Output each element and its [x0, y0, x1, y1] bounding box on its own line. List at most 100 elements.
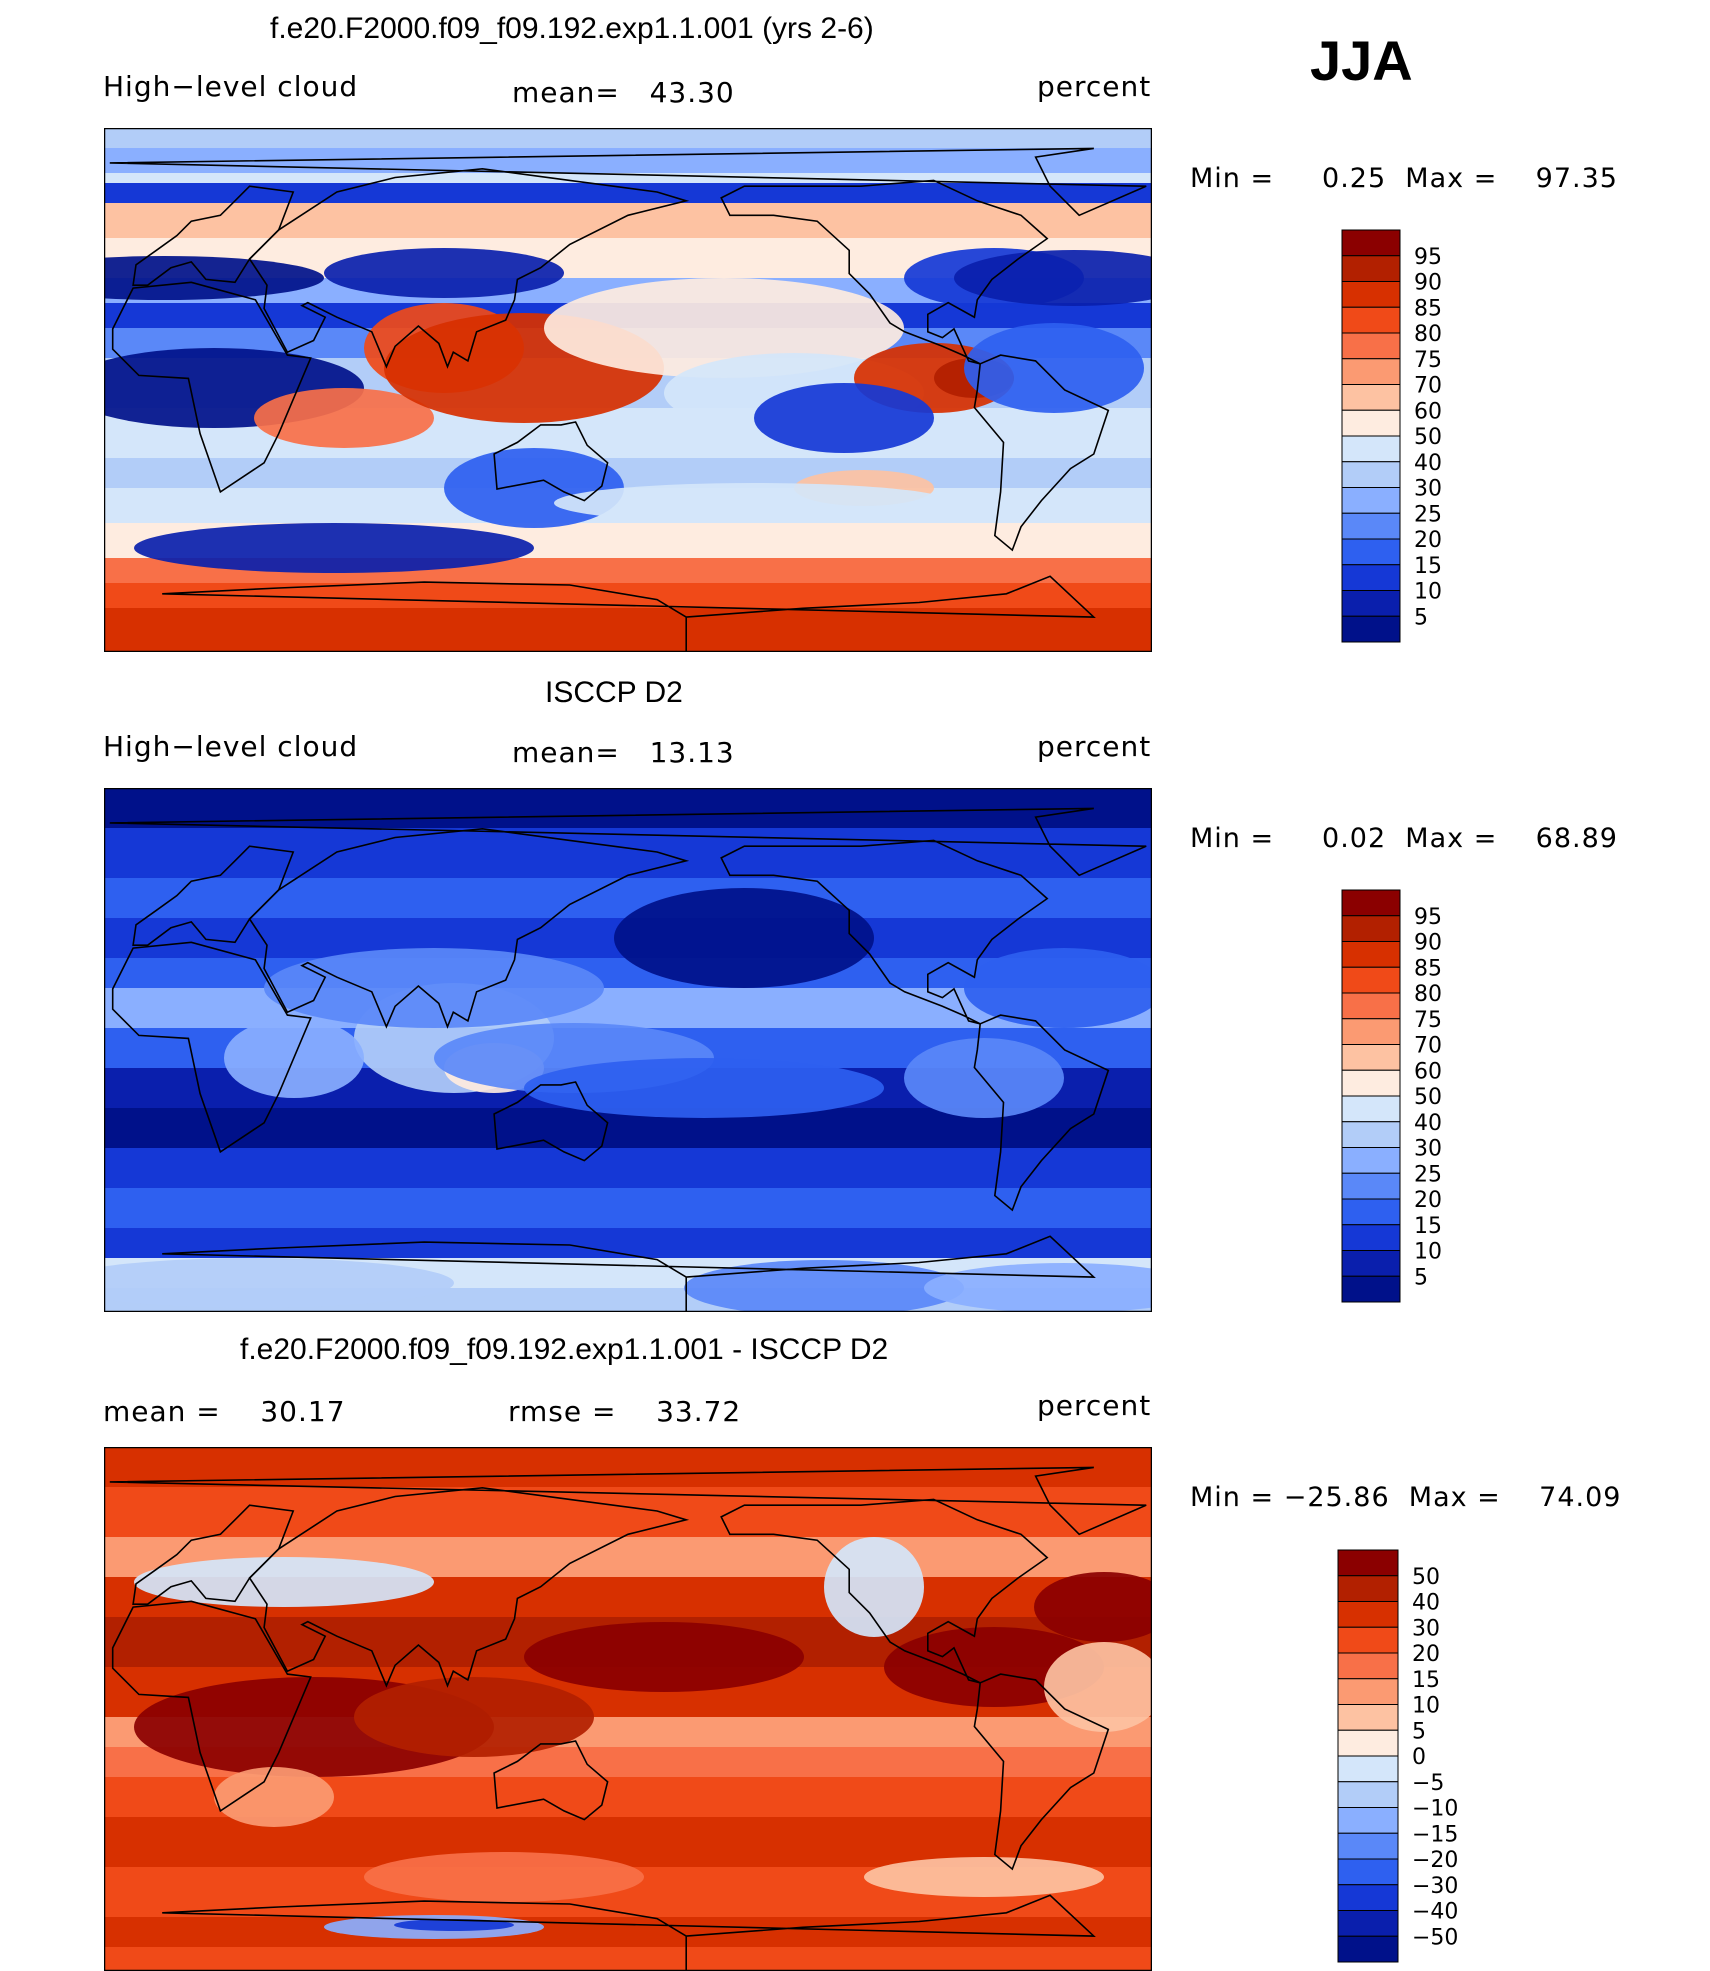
coastline-7 — [162, 1235, 1096, 1312]
coastline-1 — [132, 1504, 295, 1605]
lat-band-0 — [104, 1447, 1152, 1487]
colorbar-swatch-8 — [1337, 1755, 1399, 1783]
map-frame — [104, 788, 1152, 1312]
coastline-0 — [111, 281, 312, 494]
lat-band-2 — [104, 878, 1152, 918]
colorbar-swatch-13 — [1337, 1884, 1399, 1911]
colorbar-swatch-9 — [1341, 1121, 1401, 1148]
colorbar-swatch-0 — [1341, 889, 1401, 917]
panel-2-units: percent — [1037, 730, 1152, 763]
panel-2-min-max: Min = 0.02 Max = 68.89 — [1190, 823, 1618, 854]
coastline-3 — [493, 1740, 609, 1821]
coastlines — [109, 1466, 1147, 1971]
colorbar-swatch-12 — [1341, 1198, 1401, 1226]
season-label: JJA — [1310, 29, 1413, 92]
coastline-5 — [973, 1014, 1110, 1212]
map-frame — [104, 128, 1152, 652]
colorbar-swatch-10 — [1337, 1807, 1399, 1834]
field-blob-5 — [134, 1557, 434, 1607]
colorbar-swatch-12 — [1337, 1858, 1399, 1886]
colorbar-swatch-0 — [1341, 229, 1401, 257]
field-blob-13 — [964, 323, 1144, 413]
colorbar-label-7: 0 — [1412, 1745, 1426, 1770]
panel-3-map — [104, 1447, 1152, 1971]
colorbar-swatch-10 — [1341, 1147, 1401, 1174]
coastline-4 — [720, 1498, 1049, 1684]
colorbar-swatch-7 — [1341, 409, 1401, 437]
colorbar-label-10: 25 — [1414, 502, 1442, 527]
field-blob-3 — [954, 250, 1152, 306]
coastline-5 — [973, 354, 1110, 552]
colorbar-label-4: 75 — [1414, 348, 1442, 373]
colorbar-label-12: 15 — [1414, 1214, 1442, 1239]
colorbar-swatch-4 — [1341, 992, 1401, 1020]
coastline-6 — [109, 147, 1147, 217]
field-blob-10 — [394, 1919, 514, 1931]
panel-3-title: f.e20.F2000.f09_f09.192.exp1.1.001 - ISC… — [240, 1333, 889, 1366]
panel-2-mean-label: mean= 13.13 — [512, 736, 735, 769]
colorbar-label-7: 50 — [1414, 425, 1442, 450]
lat-band-0 — [104, 788, 1152, 828]
coastline-3 — [493, 421, 609, 502]
colorbar-swatch-4 — [1341, 332, 1401, 360]
colorbar-swatch-11 — [1341, 512, 1401, 540]
lat-band-2 — [104, 173, 1152, 183]
colorbar-swatch-9 — [1337, 1781, 1399, 1808]
lat-band-11 — [104, 1228, 1152, 1258]
coastline-1 — [132, 185, 295, 286]
colorbar-swatch-14 — [1341, 590, 1401, 617]
colorbar-swatch-1 — [1341, 255, 1401, 282]
panel-1-title: f.e20.F2000.f09_f09.192.exp1.1.001 (yrs … — [270, 12, 874, 45]
colorbar-label-12: −30 — [1412, 1874, 1458, 1899]
field-blob-8 — [544, 278, 904, 378]
colorbar-label-13: 10 — [1414, 580, 1442, 605]
colorbar-label-0: 95 — [1414, 245, 1442, 270]
colorbar-label-8: 40 — [1414, 451, 1442, 476]
colorbar-label-13: 10 — [1414, 1240, 1442, 1265]
coastline-2 — [248, 827, 690, 1029]
field-blob-8 — [614, 888, 874, 988]
coastline-6 — [109, 1466, 1147, 1536]
field-blob-15 — [444, 448, 624, 528]
field-blob-4 — [264, 948, 604, 1028]
panel-3-rmse-label: rmse = 33.72 — [508, 1395, 742, 1428]
colorbar-label-5: 10 — [1412, 1694, 1440, 1719]
colorbar-swatch-1 — [1337, 1575, 1399, 1602]
field-blob-4 — [1034, 1572, 1152, 1642]
colorbar-label-3: 80 — [1414, 322, 1442, 347]
colorbar-swatch-8 — [1341, 435, 1401, 463]
colorbar-label-2: 85 — [1414, 296, 1442, 321]
colorbar-swatch-7 — [1337, 1729, 1399, 1757]
lat-band-1 — [104, 828, 1152, 878]
panel-3-units: percent — [1037, 1389, 1152, 1422]
panel-2-title: ISCCP D2 — [545, 676, 683, 709]
field-blob-17 — [554, 483, 954, 523]
colorbar-label-1: 90 — [1414, 931, 1442, 956]
field-blob-5 — [254, 388, 434, 448]
colorbar-label-14: −50 — [1412, 1925, 1458, 1950]
colorbar-label-5: 70 — [1414, 1034, 1442, 1059]
lat-band-11 — [104, 458, 1152, 488]
coastline-2 — [248, 167, 690, 369]
panel-1-mean-label: mean= 43.30 — [512, 76, 735, 109]
panel-1-min-max: Min = 0.25 Max = 97.35 — [1190, 163, 1618, 194]
colorbar-label-10: −15 — [1412, 1822, 1458, 1847]
colorbar-swatch-12 — [1341, 538, 1401, 566]
colorbar-swatch-3 — [1341, 966, 1401, 994]
colorbar-label-1: 40 — [1412, 1591, 1440, 1616]
colorbar-swatch-11 — [1341, 1172, 1401, 1200]
colorbar-swatch-3 — [1337, 1626, 1399, 1654]
field-blob-9 — [684, 1260, 964, 1312]
coastline-0 — [111, 1600, 312, 1813]
coastline-4 — [720, 839, 1049, 1025]
colorbar-swatch-5 — [1341, 1018, 1401, 1045]
colorbar-swatch-8 — [1341, 1095, 1401, 1123]
colorbar-label-9: 30 — [1414, 1137, 1442, 1162]
colorbar-swatch-14 — [1337, 1910, 1399, 1937]
colorbar-swatch-0 — [1337, 1549, 1399, 1577]
colorbar-label-2: 85 — [1414, 956, 1442, 981]
field-blob-11 — [924, 1263, 1152, 1312]
colorbar-swatch-6 — [1341, 1044, 1401, 1071]
coastline-2 — [248, 1486, 690, 1688]
